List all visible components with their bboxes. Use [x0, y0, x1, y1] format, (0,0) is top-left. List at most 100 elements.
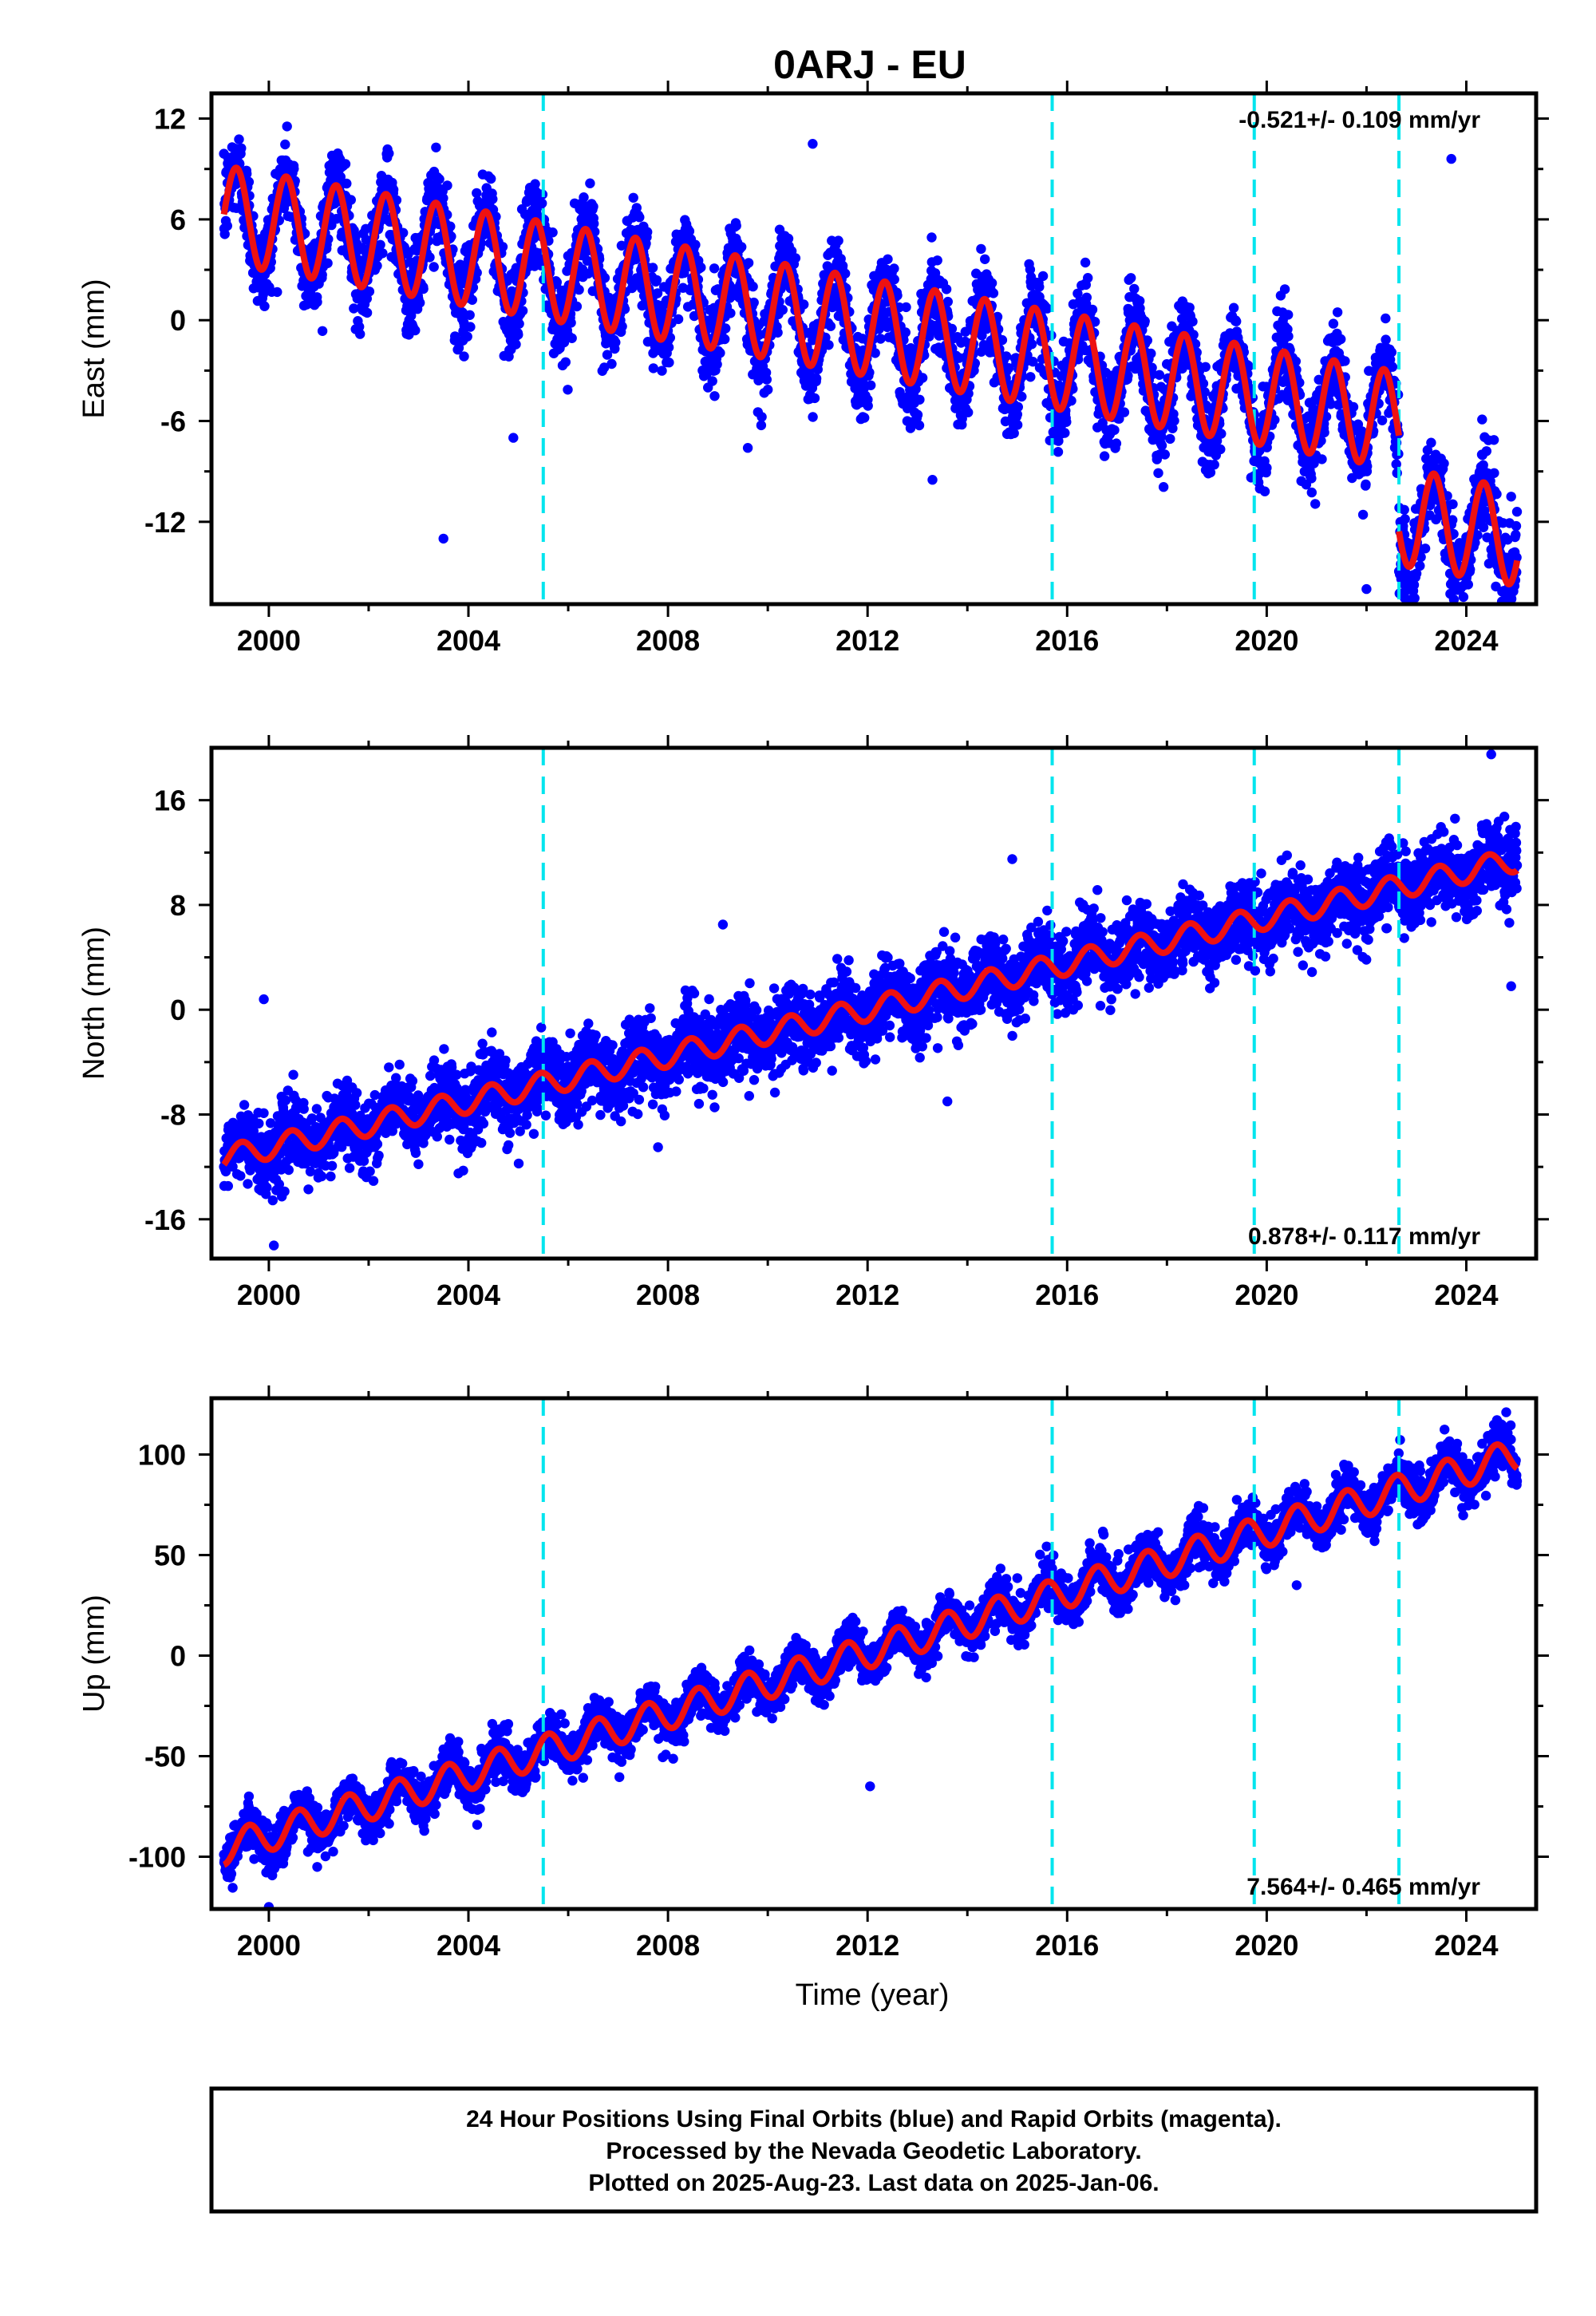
east-point	[1420, 543, 1431, 554]
east-point	[459, 351, 469, 362]
east-point	[1328, 318, 1339, 329]
east-point	[425, 252, 435, 263]
east-point	[772, 327, 783, 338]
east-point	[963, 407, 974, 417]
north-point	[262, 1182, 272, 1193]
east-point	[757, 412, 767, 422]
east-point	[941, 284, 952, 294]
east-point	[434, 174, 444, 184]
east-point	[511, 339, 521, 350]
east-point	[986, 278, 998, 288]
east-point	[453, 342, 464, 354]
east-point	[634, 212, 645, 223]
east-point	[1361, 479, 1371, 490]
east-point	[354, 322, 365, 332]
east-point	[664, 358, 674, 368]
east-point	[915, 394, 925, 405]
east-point	[364, 287, 375, 297]
east-point	[342, 178, 352, 189]
east-point	[790, 253, 801, 263]
east-point	[1200, 362, 1211, 372]
east-point	[1156, 441, 1167, 451]
east-point	[1381, 334, 1391, 345]
east-point	[1012, 420, 1023, 430]
east-point	[560, 357, 571, 367]
east-point	[1026, 339, 1037, 350]
east-point	[980, 254, 990, 264]
east-point	[715, 348, 725, 358]
east-point	[415, 298, 425, 308]
east-point	[1187, 316, 1198, 327]
east-point	[901, 302, 911, 313]
east-point	[513, 330, 523, 340]
east-point	[1399, 504, 1409, 515]
east-point	[438, 193, 448, 204]
east-point	[566, 318, 576, 328]
east-point	[1332, 307, 1343, 318]
east-point	[1231, 316, 1242, 326]
east-point	[1083, 273, 1093, 283]
east-point	[1216, 429, 1227, 439]
east-point	[1477, 414, 1487, 425]
east-point	[322, 258, 333, 268]
east-point	[1306, 487, 1317, 498]
east-point	[647, 263, 658, 273]
east-point	[731, 220, 741, 231]
east-outlier-point	[742, 443, 753, 453]
east-point	[942, 296, 954, 307]
east-point	[720, 334, 730, 345]
north-point	[239, 1100, 250, 1110]
east-point	[398, 227, 409, 238]
east-point	[465, 322, 476, 332]
east-point	[1317, 454, 1327, 464]
east-point	[1415, 560, 1425, 571]
east-point	[517, 306, 528, 316]
east-point	[388, 184, 399, 195]
east-point	[1060, 428, 1070, 438]
east-outlier-point	[1446, 153, 1456, 164]
east-point	[777, 305, 788, 315]
east-point	[234, 134, 244, 144]
east-point	[709, 263, 720, 274]
east-point	[1129, 283, 1140, 294]
east-point	[312, 297, 322, 307]
east-point	[1146, 348, 1156, 359]
east-point	[1386, 347, 1397, 358]
east-outlier-point	[927, 475, 938, 485]
east-point	[1448, 499, 1458, 509]
east-point	[450, 331, 460, 342]
east-point	[282, 121, 292, 132]
east-point	[1017, 391, 1027, 402]
east-point	[1037, 271, 1049, 282]
east-panel: 2000 2004 2008 2012 2016 2020 20241260-6-12Eas…	[77, 81, 1549, 657]
chart-title: 0ARJ - EU	[773, 42, 966, 87]
x-tick-label: 2020	[1235, 624, 1298, 657]
east-point	[486, 173, 496, 184]
east-point	[743, 258, 754, 268]
east-point	[472, 188, 482, 199]
east-point	[1409, 593, 1420, 603]
east-point	[355, 329, 365, 339]
east-point	[335, 172, 346, 182]
east-point	[219, 229, 230, 239]
y-tick-label: 6	[170, 204, 186, 236]
east-point	[1158, 482, 1169, 492]
east-point	[859, 413, 870, 423]
east-point	[1403, 608, 1412, 618]
east-point	[418, 283, 429, 294]
east-point	[1169, 416, 1179, 426]
east-point	[1463, 579, 1474, 590]
east-point	[537, 198, 547, 208]
east-point	[824, 340, 834, 350]
east-point	[361, 307, 373, 318]
east-point	[1215, 444, 1226, 455]
east-point	[642, 227, 653, 237]
east-point	[1489, 468, 1499, 478]
north-point	[223, 1180, 233, 1192]
east-point	[988, 288, 999, 298]
east-point	[567, 333, 577, 343]
east-point	[976, 243, 986, 255]
east-point	[863, 401, 873, 411]
east-point	[1336, 334, 1346, 345]
